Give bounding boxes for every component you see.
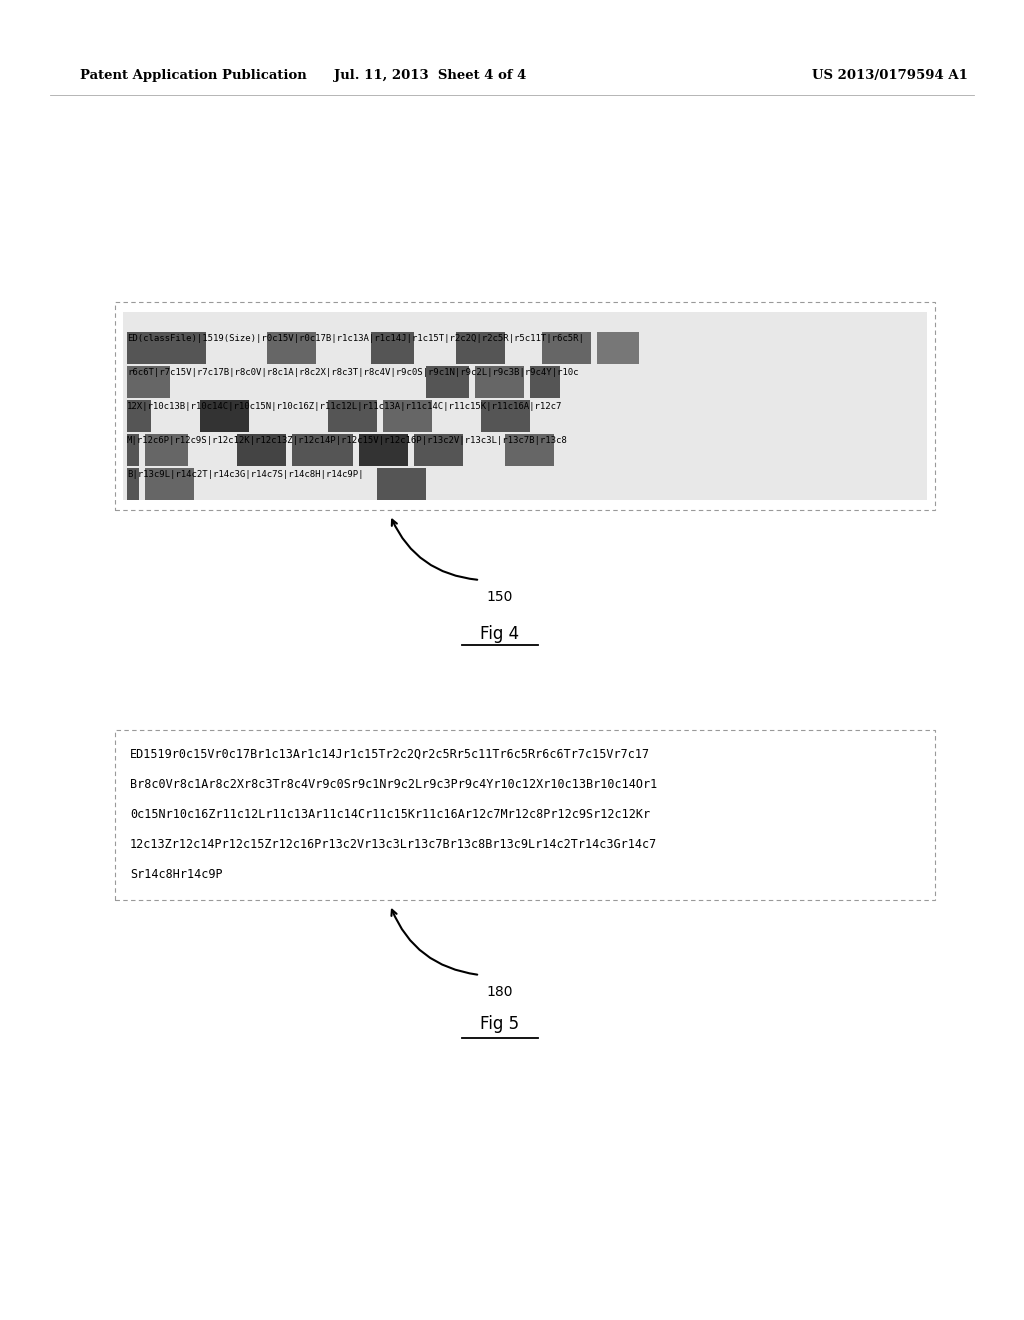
Bar [481,400,529,432]
Bar [414,434,463,466]
Text: Fig 5: Fig 5 [480,1015,519,1034]
Text: Sr14c8Hr14c9P: Sr14c8Hr14c9P [130,869,222,880]
Text: ED1519r0c15Vr0c17Br1c13Ar1c14Jr1c15Tr2c2Qr2c5Rr5c11Tr6c5Rr6c6Tr7c15Vr7c17: ED1519r0c15Vr0c17Br1c13Ar1c14Jr1c15Tr2c2… [130,748,650,762]
Text: Br8c0Vr8c1Ar8c2Xr8c3Tr8c4Vr9c0Sr9c1Nr9c2Lr9c3Pr9c4Yr10c12Xr10c13Br10c14Or1: Br8c0Vr8c1Ar8c2Xr8c3Tr8c4Vr9c0Sr9c1Nr9c2… [130,777,657,791]
Bar [127,366,170,399]
Bar [127,400,152,432]
Bar [383,400,432,432]
Bar [329,400,377,432]
Bar [542,333,591,364]
Bar [145,469,195,500]
Bar [358,434,408,466]
Text: M|r12c6P|r12c9S|r12c12K|r12c13Z|r12c14P|r12c15V|r12c16P|r13c2V|r13c3L|r13c7B|r13: M|r12c6P|r12c9S|r12c12K|r12c13Z|r12c14P|… [127,436,567,445]
Bar [123,312,927,500]
Text: ED(classFile)|1519(Size)|r0c15V|r0c17B|r1c13A|r1c14J|r1c15T|r2c2Q|r2c5R|r5c11T|r: ED(classFile)|1519(Size)|r0c15V|r0c17B|r… [127,334,584,343]
Bar [292,434,352,466]
Text: 0c15Nr10c16Zr11c12Lr11c13Ar11c14Cr11c15Kr11c16Ar12c7Mr12c8Pr12c9Sr12c12Kr: 0c15Nr10c16Zr11c12Lr11c13Ar11c14Cr11c15K… [130,808,650,821]
Text: US 2013/0179594 A1: US 2013/0179594 A1 [812,69,968,82]
Bar [145,434,188,466]
Text: Patent Application Publication: Patent Application Publication [80,69,307,82]
Text: 12X|r10c13B|r10c14C|r10c15N|r10c16Z|r11c12L|r11c13A|r11c14C|r11c15K|r11c16A|r12c: 12X|r10c13B|r10c14C|r10c15N|r10c16Z|r11c… [127,403,562,411]
Bar [371,333,414,364]
Bar [127,469,139,500]
Text: 150: 150 [486,590,513,605]
Bar [127,434,139,466]
Bar [426,366,469,399]
Text: B|r13c9L|r14c2T|r14c3G|r14c7S|r14c8H|r14c9P|: B|r13c9L|r14c2T|r14c3G|r14c7S|r14c8H|r14… [127,470,364,479]
Text: Fig 4: Fig 4 [480,624,519,643]
Bar [115,730,935,900]
Bar [115,302,935,510]
Text: Jul. 11, 2013  Sheet 4 of 4: Jul. 11, 2013 Sheet 4 of 4 [334,69,526,82]
Bar [201,400,249,432]
Bar [597,333,639,364]
Text: r6c6T|r7c15V|r7c17B|r8c0V|r8c1A|r8c2X|r8c3T|r8c4V|r9c0S|r9c1N|r9c2L|r9c3B|r9c4Y|: r6c6T|r7c15V|r7c17B|r8c0V|r8c1A|r8c2X|r8… [127,368,579,378]
Bar [529,366,560,399]
Bar [237,434,286,466]
Bar [127,333,206,364]
Text: 12c13Zr12c14Pr12c15Zr12c16Pr13c2Vr13c3Lr13c7Br13c8Br13c9Lr14c2Tr14c3Gr14c7: 12c13Zr12c14Pr12c15Zr12c16Pr13c2Vr13c3Lr… [130,838,657,851]
Bar [505,434,554,466]
Bar [475,366,523,399]
Bar [457,333,505,364]
Text: 180: 180 [486,985,513,999]
Bar [377,469,426,500]
Bar [267,333,316,364]
